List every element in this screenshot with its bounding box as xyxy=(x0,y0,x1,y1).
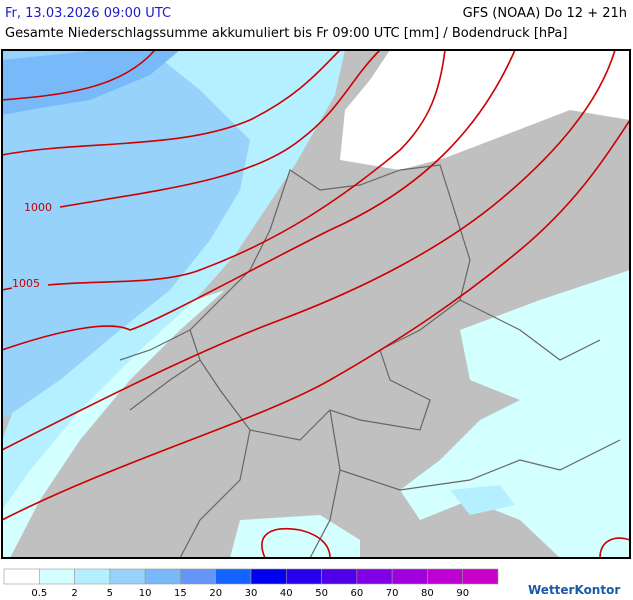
legend: 0.5 2 5 10 15 20 30 40 50 60 70 80 90 xyxy=(3,568,499,599)
legend-label: 40 xyxy=(280,588,293,599)
borders xyxy=(119,164,621,559)
legend-label: 0.5 xyxy=(31,588,47,599)
legend-label: 2 xyxy=(71,588,77,599)
legend-swatch xyxy=(109,568,146,585)
model-run: GFS (NOAA) Do 12 + 21h xyxy=(462,6,627,21)
legend-label: 50 xyxy=(315,588,328,599)
legend-swatch xyxy=(250,568,287,585)
isobars xyxy=(1,49,631,559)
legend-swatch xyxy=(144,568,181,585)
logo: WetterKontor xyxy=(528,583,620,597)
precip-area xyxy=(400,270,630,558)
legend-swatch xyxy=(74,568,111,585)
forecast-time: Fr, 13.03.2026 09:00 UTC xyxy=(5,6,172,21)
legend-label: 80 xyxy=(421,588,434,599)
legend-label: 60 xyxy=(350,588,363,599)
isobar-label: 1000 xyxy=(24,201,52,214)
no-precip xyxy=(340,50,630,170)
legend-swatch xyxy=(180,568,217,585)
legend-swatch xyxy=(285,568,322,585)
isobar-label: 1005 xyxy=(12,277,40,290)
legend-label: 10 xyxy=(139,588,152,599)
legend-label: 15 xyxy=(174,588,187,599)
legend-swatch xyxy=(38,568,75,585)
map-subtitle: Gesamte Niederschlagssumme akkumuliert b… xyxy=(5,26,568,41)
legend-label: 5 xyxy=(107,588,113,599)
precip-area xyxy=(2,50,250,420)
legend-swatch xyxy=(3,568,40,585)
legend-swatch xyxy=(215,568,252,585)
precip-area xyxy=(450,485,515,515)
legend-label: 90 xyxy=(456,588,469,599)
legend-label: 30 xyxy=(245,588,258,599)
map-frame xyxy=(1,49,631,559)
legend-swatch xyxy=(321,568,358,585)
legend-swatch xyxy=(391,568,428,585)
legend-swatch xyxy=(356,568,393,585)
legend-label: 70 xyxy=(386,588,399,599)
legend-swatch xyxy=(462,568,499,585)
legend-swatch xyxy=(427,568,464,585)
legend-label: 20 xyxy=(209,588,222,599)
